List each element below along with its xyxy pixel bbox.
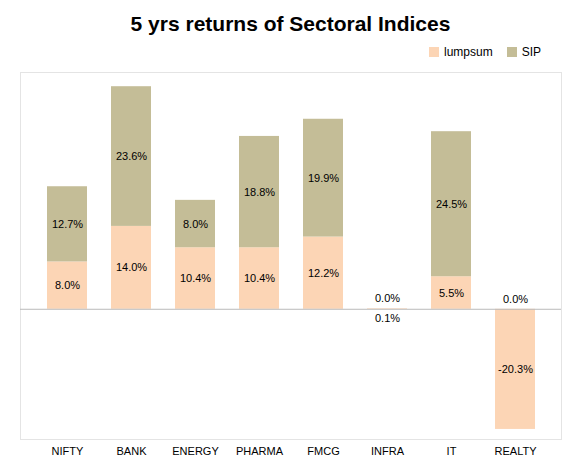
svg-text:10.4%: 10.4% xyxy=(244,272,275,284)
html-text:5 yrs returns of Sectoral Indi: 5 yrs returns of Sectoral Indices xyxy=(130,12,451,35)
svg-text:18.8%: 18.8% xyxy=(244,186,275,198)
svg-text:FMCG: FMCG xyxy=(307,445,339,457)
svg-text:8.0%: 8.0% xyxy=(55,279,80,291)
svg-text:BANK: BANK xyxy=(117,445,148,457)
html-text:lumpsum: lumpsum xyxy=(444,45,493,59)
html-text:SIP: SIP xyxy=(521,45,541,59)
svg-text:-20.3%: -20.3% xyxy=(498,363,533,375)
svg-text:REALTY: REALTY xyxy=(495,445,538,457)
svg-text:INFRA: INFRA xyxy=(371,445,405,457)
svg-text:IT: IT xyxy=(447,445,457,457)
svg-text:0.0%: 0.0% xyxy=(375,292,400,304)
svg-text:ENERGY: ENERGY xyxy=(172,445,219,457)
svg-text:0.1%: 0.1% xyxy=(375,312,400,324)
svg-text:12.2%: 12.2% xyxy=(308,267,339,279)
svg-text:10.4%: 10.4% xyxy=(180,272,211,284)
svg-text:23.6%: 23.6% xyxy=(116,150,147,162)
svg-text:14.0%: 14.0% xyxy=(116,261,147,273)
svg-text:0.0%: 0.0% xyxy=(503,293,528,305)
svg-text:5.5%: 5.5% xyxy=(439,287,464,299)
svg-text:NIFTY: NIFTY xyxy=(52,445,84,457)
svg-text:24.5%: 24.5% xyxy=(436,198,467,210)
svg-text:PHARMA: PHARMA xyxy=(236,445,284,457)
svg-text:19.9%: 19.9% xyxy=(308,172,339,184)
svg-text:8.0%: 8.0% xyxy=(183,218,208,230)
svg-text:12.7%: 12.7% xyxy=(52,218,83,230)
